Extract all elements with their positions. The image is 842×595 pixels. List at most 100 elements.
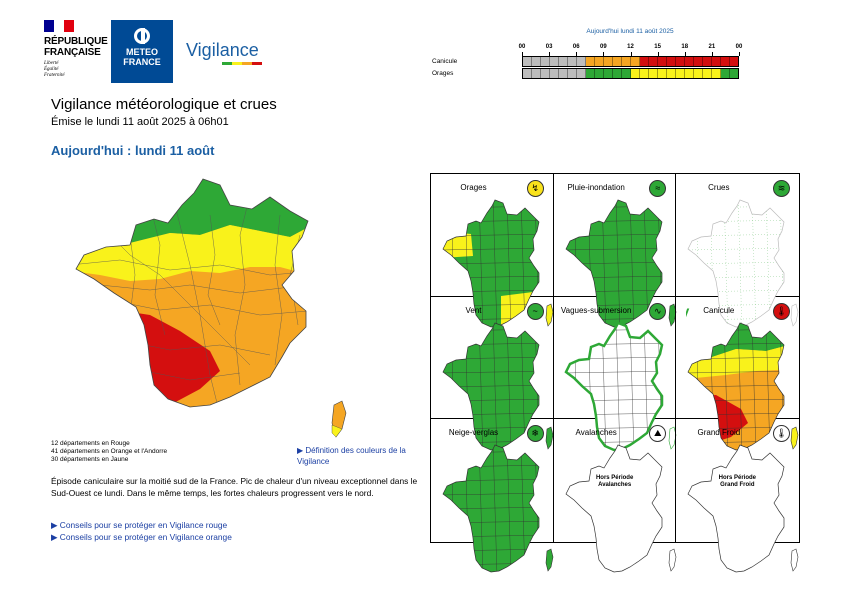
timeline-cell [523, 69, 532, 78]
phenomenon-label: Crues [708, 183, 730, 192]
timeline-cell [676, 69, 685, 78]
waves-icon: ∿ [649, 302, 667, 320]
phenomenon-panel-pluie-inondation[interactable]: Pluie-inondation ≈ [553, 174, 677, 328]
timeline-cell [640, 69, 649, 78]
timeline-tick [576, 52, 578, 56]
phenomenon-panel-orages[interactable]: Orages ↯ [431, 174, 554, 328]
page-title: Vigilance météorologique et crues [51, 96, 277, 113]
timeline-cell [595, 69, 604, 78]
timeline-cell [703, 57, 712, 66]
phenomenon-panel-vent[interactable]: Vent ~ [431, 296, 554, 451]
timeline-cell [640, 57, 649, 66]
phenomenon-label: Neige-verglas [448, 428, 499, 438]
timeline-cell [667, 57, 676, 66]
timeline-hour-label: 18 [681, 44, 689, 50]
phenomenon-label: Canicule [703, 305, 735, 315]
meteo-france-logo: METEO FRANCE [111, 20, 173, 83]
department-stats: 12 départements en Rouge 41 départements… [51, 440, 168, 464]
emission-date: Émise le lundi 11 août 2025 à 06h01 [51, 116, 229, 128]
phenomenon-label: Avalanches [575, 428, 617, 438]
timeline-cell [622, 57, 631, 66]
phenomenon-panel-canicule[interactable]: Canicule 🌡 [676, 297, 799, 451]
main-vigilance-map[interactable] [70, 175, 360, 440]
timeline-cell [694, 69, 703, 78]
rain-flood-icon: ≈ [649, 180, 667, 197]
timeline-hour-label: 21 [708, 44, 716, 50]
phenomenon-panel-vagues-submersion[interactable]: Vagues-submersion ∿ [553, 296, 677, 451]
timeline-hour-label: 12 [627, 44, 634, 50]
timeline-cell [604, 57, 613, 66]
advice-links: ▶ Conseils pour se protéger en Vigilance… [51, 520, 232, 543]
timeline-tick [711, 52, 713, 56]
phenomena-grid: Orages ↯ Pluie-inondation ≈ Crues ≋ V Vent ~… [430, 173, 800, 573]
hors-periode-label: Hors Période Grand Froid [718, 475, 756, 489]
republique-francaise-logo: RÉPUBLIQUE FRANÇAISE Liberté Égalité Fra… [44, 20, 110, 79]
hors-periode-label: Hors Période Avalanches [595, 475, 634, 489]
timeline-tick [739, 52, 740, 56]
timeline-cell [631, 69, 640, 78]
vigilance-logo: Vigilance [186, 40, 259, 60]
timeline-cell [622, 69, 631, 78]
timeline-hour-label: 00 [518, 44, 526, 50]
timeline-hour-label: 09 [600, 44, 607, 50]
timeline-hour-label: 15 [654, 44, 661, 50]
timeline-tick [549, 52, 551, 56]
timeline-tick [684, 52, 686, 56]
today-heading: Aujourd'hui : lundi 11 août [51, 143, 215, 158]
timeline-tick [657, 52, 659, 56]
phenomenon-label: Grand Froid [697, 428, 741, 438]
timeline-cell [595, 57, 604, 66]
timeline-cell [649, 69, 658, 78]
timeline-cell [730, 57, 738, 66]
timeline-tick [630, 52, 632, 56]
timeline-cell [577, 69, 586, 78]
timeline-cell [667, 69, 676, 78]
timeline-cell [676, 57, 685, 66]
republique-title: RÉPUBLIQUE FRANÇAISE [44, 36, 108, 58]
phenomenon-label: Orages [460, 183, 487, 192]
avalanche-icon: ⛰ [649, 425, 667, 443]
advice-orange-link[interactable]: ▶ Conseils pour se protéger en Vigilance… [51, 531, 232, 542]
timeline-cell [613, 69, 622, 78]
timeline-cell [631, 57, 640, 66]
timeline-cell [568, 69, 577, 78]
phenomenon-label: Pluie-inondation [567, 183, 625, 192]
phenomenon-panel-grand-froid[interactable]: Grand Froid 🌡 Hors Période Grand Froid [676, 419, 799, 573]
timeline-cell [604, 69, 613, 78]
timeline-cell [532, 69, 541, 78]
timeline-cell [685, 69, 694, 78]
advice-red-link[interactable]: ▶ Conseils pour se protéger en Vigilance… [51, 520, 228, 530]
timeline-tick [603, 52, 605, 56]
cold-thermometer-icon: 🌡 [772, 425, 790, 443]
phenomenon-label: Vent [465, 305, 482, 315]
timeline-cell [559, 69, 568, 78]
timeline-title: Aujourd'hui lundi 11 août 2025 [586, 28, 674, 35]
timeline-hour-label: 06 [572, 44, 580, 50]
timeline-cell [613, 57, 622, 66]
timeline-hour-label: 03 [545, 44, 553, 50]
timeline-cell [730, 69, 738, 78]
timeline-cell [541, 57, 550, 66]
timeline-cell [586, 69, 595, 78]
timeline-cell [658, 69, 667, 78]
timeline-hour-label: 00 [735, 44, 743, 50]
meteo-france-mark-icon [134, 28, 150, 44]
phenomenon-panel-avalanches[interactable]: Avalanches ⛰ Hors Période Avalanches [554, 419, 677, 573]
flood-icon: ≋ [772, 180, 790, 197]
timeline-cell [721, 57, 730, 66]
timeline-cell [721, 69, 730, 78]
lightning-icon: ↯ [526, 180, 544, 197]
timeline-cell [703, 69, 712, 78]
timeline-tick [522, 52, 523, 56]
definition-colors-link[interactable]: ▶ Définition des couleurs de la Vigilanc… [297, 446, 406, 466]
phenomenon-panel-neige-verglas[interactable]: Neige-verglas ❄ [431, 419, 554, 573]
timeline-cell [694, 57, 703, 66]
timeline-cell [712, 57, 721, 66]
timeline-cell [649, 57, 658, 66]
phenomenon-label: Vagues-submersion [560, 305, 632, 315]
vigilance-color-bar [222, 62, 262, 65]
phenomenon-panel-crues[interactable]: Crues ≋ V [676, 174, 799, 328]
wind-icon: ~ [526, 302, 544, 320]
timeline-row-orages: Orages [432, 68, 742, 79]
timeline-cell [541, 69, 550, 78]
